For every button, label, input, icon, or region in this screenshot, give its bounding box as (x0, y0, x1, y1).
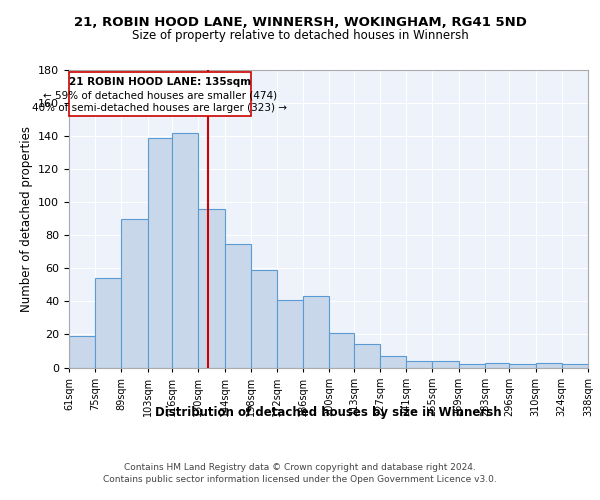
Bar (198, 209, 224, 368)
Bar (509, 364, 536, 368)
Text: 40% of semi-detached houses are larger (323) →: 40% of semi-detached houses are larger (… (32, 103, 287, 113)
Bar (406, 361, 433, 368)
Bar (95, 278, 121, 368)
FancyBboxPatch shape (69, 72, 251, 117)
Text: ← 59% of detached houses are smaller (474): ← 59% of detached houses are smaller (47… (43, 90, 277, 101)
Bar (251, 270, 277, 368)
Text: Distribution of detached houses by size in Winnersh: Distribution of detached houses by size … (155, 406, 502, 419)
Bar (380, 356, 406, 368)
Text: 21 ROBIN HOOD LANE: 135sqm: 21 ROBIN HOOD LANE: 135sqm (69, 78, 251, 88)
Bar (148, 138, 172, 368)
Text: Contains HM Land Registry data © Crown copyright and database right 2024.: Contains HM Land Registry data © Crown c… (124, 463, 476, 472)
Text: 21, ROBIN HOOD LANE, WINNERSH, WOKINGHAM, RG41 5ND: 21, ROBIN HOOD LANE, WINNERSH, WOKINGHAM… (74, 16, 526, 29)
Bar (303, 296, 329, 368)
Bar (562, 364, 588, 368)
Bar (277, 300, 303, 368)
Bar (459, 364, 485, 368)
Bar (485, 362, 509, 368)
Bar (121, 219, 148, 368)
Bar (354, 344, 380, 368)
Bar (224, 244, 251, 368)
Y-axis label: Number of detached properties: Number of detached properties (20, 126, 32, 312)
Bar (329, 333, 354, 368)
Bar (536, 362, 562, 368)
Bar (172, 133, 198, 368)
Bar (433, 361, 459, 368)
Text: Size of property relative to detached houses in Winnersh: Size of property relative to detached ho… (131, 28, 469, 42)
Bar (69, 336, 95, 368)
Text: Contains public sector information licensed under the Open Government Licence v3: Contains public sector information licen… (103, 476, 497, 484)
